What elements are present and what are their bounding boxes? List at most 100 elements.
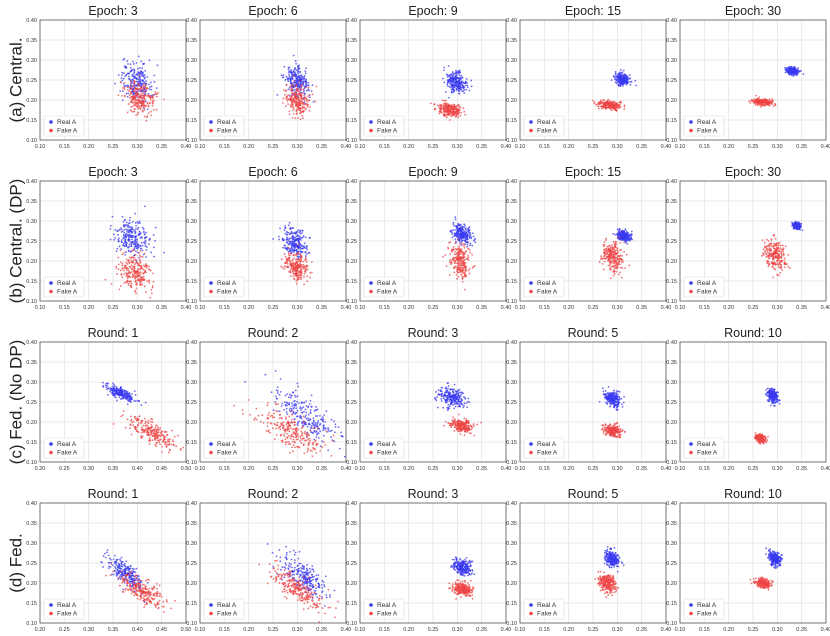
scatter-point — [118, 288, 121, 291]
scatter-point — [299, 243, 302, 246]
y-tick-label: 0.35 — [506, 38, 517, 44]
scatter-point — [760, 101, 762, 103]
scatter-point — [613, 250, 615, 253]
scatter-point — [624, 267, 626, 269]
x-tick-label: 0.20 — [243, 144, 254, 150]
y-tick-label: 0.40 — [346, 18, 357, 24]
scatter-point — [618, 255, 621, 258]
y-tick-label: 0.25 — [666, 239, 677, 245]
scatter-point — [294, 85, 297, 88]
scatter-point — [463, 275, 465, 278]
scatter-point — [135, 247, 138, 250]
scatter-point — [456, 234, 459, 237]
scatter-point — [615, 82, 618, 85]
scatter-point — [603, 241, 606, 244]
legend-marker-fake — [689, 128, 693, 133]
scatter-point — [607, 106, 609, 109]
scatter-point — [292, 86, 295, 89]
scatter-point — [141, 73, 144, 76]
scatter-point — [626, 76, 629, 79]
scatter-point — [130, 105, 132, 108]
scatter-point — [462, 267, 464, 270]
scatter-point — [459, 224, 461, 227]
scatter-point — [303, 97, 305, 100]
scatter-point — [291, 77, 294, 80]
scatter-point — [603, 255, 606, 257]
scatter-point — [750, 99, 753, 102]
scatter-point — [753, 100, 756, 103]
scatter-point — [120, 241, 123, 244]
scatter-point — [299, 252, 302, 255]
scatter-point — [138, 55, 140, 58]
scatter-point — [461, 242, 464, 245]
scatter-point — [458, 245, 460, 248]
scatter-point — [110, 283, 113, 285]
scatter-point — [137, 111, 140, 114]
scatter-point — [116, 273, 119, 275]
scatter-point — [604, 106, 607, 108]
scatter-point — [290, 230, 293, 233]
scatter-point — [285, 75, 288, 78]
scatter-point — [454, 229, 456, 231]
scatter-point — [603, 243, 606, 246]
scatter-point — [763, 101, 766, 104]
scatter-point — [122, 87, 125, 90]
scatter-point — [138, 75, 141, 78]
scatter-point — [126, 86, 129, 89]
scatter-point — [620, 257, 623, 260]
y-tick-label: 0.40 — [186, 179, 197, 185]
scatter-point — [125, 251, 128, 253]
scatter-point — [295, 94, 297, 97]
scatter-point — [144, 73, 146, 76]
x-tick-label: 0.40 — [341, 305, 352, 311]
scatter-point — [297, 68, 300, 71]
scatter-point — [612, 247, 614, 249]
scatter-point — [133, 265, 136, 268]
y-tick-label: 0.25 — [666, 78, 677, 84]
scatter-point — [141, 256, 144, 258]
scatter-point — [140, 279, 143, 281]
scatter-point — [293, 277, 295, 280]
scatter-point — [459, 229, 462, 232]
scatter-point — [146, 76, 149, 78]
panel-title: Epoch: 6 — [248, 165, 297, 179]
scatter-point — [616, 228, 619, 231]
scatter-point — [301, 229, 304, 232]
scatter-point — [133, 77, 136, 79]
scatter-point — [127, 63, 129, 65]
scatter-panel: 0.10 0.15 0.20 0.25 0.30 0.35 0.400.100.150.20… — [26, 165, 191, 311]
y-tick-label: 0.30 — [666, 219, 677, 225]
scatter-point — [800, 69, 802, 72]
series-fake — [117, 74, 165, 122]
scatter-point — [130, 282, 133, 285]
scatter-point — [442, 104, 445, 107]
scatter-point — [629, 77, 632, 80]
scatter-point — [301, 106, 304, 108]
x-tick-label: 0.15 — [379, 305, 390, 311]
scatter-point — [303, 78, 306, 80]
x-tick-label: 0.20 — [403, 305, 414, 311]
scatter-point — [301, 83, 304, 86]
legend-label-real: Real A — [377, 119, 397, 126]
scatter-point — [133, 275, 135, 277]
plot-frame — [519, 180, 667, 302]
scatter-point — [303, 276, 305, 278]
scatter-point — [454, 251, 456, 253]
scatter-point — [131, 236, 134, 239]
scatter-point — [618, 104, 621, 107]
scatter-point — [618, 227, 621, 230]
scatter-point — [142, 75, 145, 78]
y-tick-label: 0.20 — [666, 98, 677, 104]
scatter-point — [456, 225, 459, 228]
scatter-point — [292, 100, 295, 103]
scatter-point — [463, 243, 465, 245]
scatter-point — [605, 255, 608, 258]
scatter-point — [306, 98, 308, 101]
scatter-point — [300, 74, 303, 76]
scatter-point — [609, 256, 612, 259]
scatter-point — [301, 265, 304, 268]
scatter-point — [134, 90, 137, 93]
scatter-point — [282, 89, 285, 92]
scatter-point — [445, 110, 448, 113]
x-tick-label: 0.25 — [428, 305, 439, 311]
